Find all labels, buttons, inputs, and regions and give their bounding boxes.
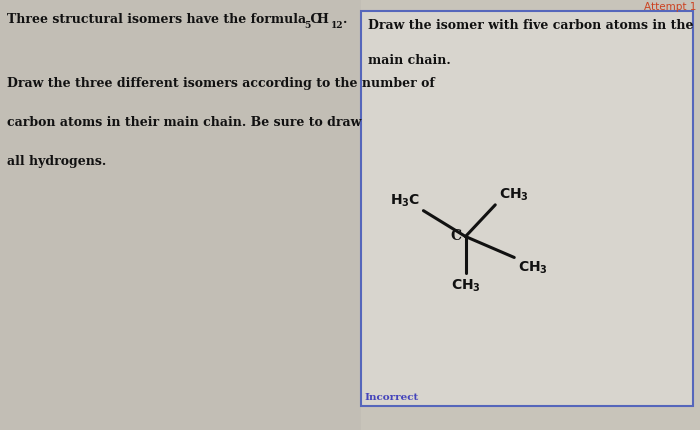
Text: C: C: [450, 230, 461, 243]
Text: H: H: [316, 13, 328, 26]
FancyBboxPatch shape: [0, 0, 360, 430]
Text: 12: 12: [331, 22, 344, 31]
Text: Draw the isomer with five carbon atoms in the: Draw the isomer with five carbon atoms i…: [368, 19, 693, 32]
Text: $\mathbf{CH_3}$: $\mathbf{CH_3}$: [518, 260, 547, 276]
Text: main chain.: main chain.: [368, 54, 450, 67]
Text: carbon atoms in their main chain. Be sure to draw: carbon atoms in their main chain. Be sur…: [7, 116, 361, 129]
Text: $\mathbf{H_3C}$: $\mathbf{H_3C}$: [390, 192, 420, 209]
Text: Three structural isomers have the formula C: Three structural isomers have the formul…: [7, 13, 321, 26]
FancyBboxPatch shape: [360, 11, 693, 406]
Text: 5: 5: [304, 22, 311, 31]
Text: all hydrogens.: all hydrogens.: [7, 155, 106, 168]
Text: Draw the three different isomers according to the number of: Draw the three different isomers accordi…: [7, 77, 435, 90]
Text: Incorrect: Incorrect: [364, 393, 419, 402]
Text: Attempt 1: Attempt 1: [644, 2, 696, 12]
Text: .: .: [343, 13, 347, 26]
Text: $\mathbf{CH_3}$: $\mathbf{CH_3}$: [451, 277, 480, 294]
Text: $\mathbf{CH_3}$: $\mathbf{CH_3}$: [498, 186, 528, 203]
